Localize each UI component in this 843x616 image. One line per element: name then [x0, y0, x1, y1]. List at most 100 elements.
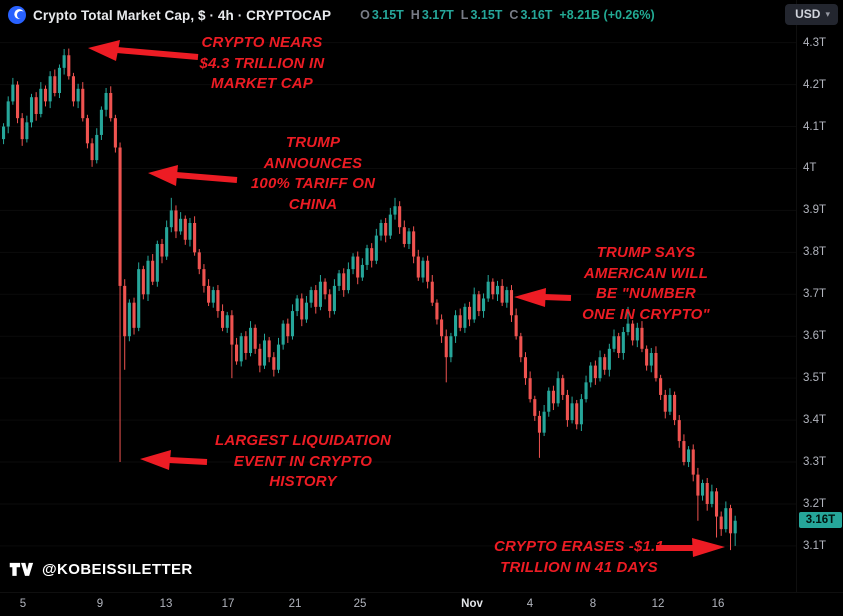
price-scale[interactable]: 4.3T 4.2T 4.1T 4T 3.9T 3.8T 3.7T 3.6T 3.5T 3.4T 3.… [796, 0, 843, 592]
price-tick-label: 3.9T [803, 204, 827, 217]
candle-body [123, 285, 127, 337]
candle-body [225, 315, 229, 328]
candle-body [719, 516, 723, 530]
candle-body [388, 214, 392, 236]
candle-body [304, 302, 308, 320]
time-tick-label: 12 [651, 598, 665, 610]
candle-body [696, 474, 700, 496]
currency-selector-button[interactable]: USD ▾ [785, 4, 838, 25]
candle-body [486, 281, 490, 299]
candle-body [202, 269, 206, 286]
candle-body [267, 340, 271, 358]
candle-body [118, 147, 122, 286]
time-tick-label: 25 [353, 598, 367, 610]
price-tick-label: 4.1T [803, 120, 827, 133]
candle-body [356, 256, 360, 278]
candle-body [463, 306, 467, 328]
candle-body [663, 394, 667, 412]
candle-body [169, 210, 173, 228]
candle-body [626, 323, 630, 333]
price-tick-label: 3.4T [803, 414, 827, 427]
candle-body [39, 88, 43, 114]
candle-body [407, 231, 411, 244]
time-tick-label: 13 [159, 598, 173, 610]
candle-body [25, 122, 29, 140]
candle-body [472, 294, 476, 320]
annotation-trump-tariff: TRUMP ANNOUNCES 100% TARIFF ON CHINA [250, 134, 376, 214]
candle-body [384, 223, 388, 236]
low-value: 3.15T [470, 8, 503, 22]
candle-body [62, 55, 66, 68]
candle-body [276, 344, 281, 370]
open-value: 3.15T [371, 8, 404, 22]
time-tick-label: 8 [589, 598, 597, 610]
candle-body [701, 483, 705, 496]
candle-body [286, 323, 290, 337]
annotation-crypto-nears: CRYPTO NEARS $4.3 TRILLION IN MARKET CAP [199, 34, 325, 93]
price-tick-label: 4.3T [803, 36, 827, 49]
candle-body [71, 76, 75, 102]
candle-body [141, 269, 145, 295]
candle-body [6, 101, 10, 127]
candle-body [509, 290, 514, 316]
price-tick-label: 4T [803, 162, 817, 175]
time-tick-label: 16 [711, 598, 725, 610]
candle-body [570, 403, 574, 421]
candle-body [724, 508, 728, 530]
candle-body [332, 285, 336, 312]
candle-body [221, 311, 225, 328]
candle-body [235, 344, 239, 362]
candle-body [542, 411, 546, 433]
candle-body [733, 520, 737, 534]
watermark: @KOBEISSILETTER [8, 560, 193, 578]
watermark-handle: @KOBEISSILETTER [42, 560, 193, 578]
candle-body [146, 260, 150, 295]
price-tick-label: 3.7T [803, 288, 827, 301]
currency-label: USD [795, 7, 821, 21]
candle-body [523, 357, 528, 379]
time-tick-label: 21 [288, 598, 302, 610]
candle-body [323, 281, 327, 295]
change-value: +8.21B (+0.26%) [559, 8, 655, 22]
candle-body [537, 415, 541, 433]
price-tick-label: 3.1T [803, 539, 827, 552]
candle-body [654, 353, 658, 379]
time-tick-label: 9 [96, 598, 104, 610]
candle-body [435, 302, 439, 320]
candle-body [155, 243, 159, 282]
candle-body [705, 483, 709, 504]
close-label: C [509, 8, 519, 22]
candle-body [211, 290, 215, 303]
candle-body [635, 327, 639, 341]
candle-body [351, 256, 355, 270]
symbol-title[interactable]: Crypto Total Market Cap, $ · 4h · CRYPTO… [33, 7, 332, 23]
candle-body [207, 285, 211, 303]
open-label: O [360, 8, 370, 22]
candle-body [421, 260, 425, 278]
candle-body [328, 294, 332, 312]
candle-body [551, 390, 555, 404]
candle-body [561, 378, 565, 395]
candle-body [589, 365, 593, 383]
price-tick-label: 3.2T [803, 497, 827, 510]
candle-body [500, 285, 504, 303]
candle-body [99, 109, 103, 135]
candle-body [314, 290, 318, 307]
candle-body [579, 399, 583, 425]
candle-body [533, 399, 537, 416]
candle-body [20, 118, 24, 140]
time-tick-label: 5 [19, 598, 27, 610]
candle-body [244, 336, 248, 353]
candle-body [34, 97, 38, 114]
last-price-badge: 3.16T [799, 511, 842, 528]
chart-legend[interactable]: Crypto Total Market Cap, $ · 4h · CRYPTO… [8, 6, 655, 24]
candle-body [57, 67, 62, 93]
ohlc-values: O 3.15T H 3.17T L 3.15T C 3.16T +8.21B (… [360, 8, 655, 22]
candle-body [477, 294, 481, 312]
time-scale[interactable]: 5 9 13 17 21 25 Nov 4 8 12 16 [0, 592, 843, 616]
candle-body [337, 273, 341, 286]
candle-body [565, 394, 569, 421]
candle-body [617, 336, 621, 353]
